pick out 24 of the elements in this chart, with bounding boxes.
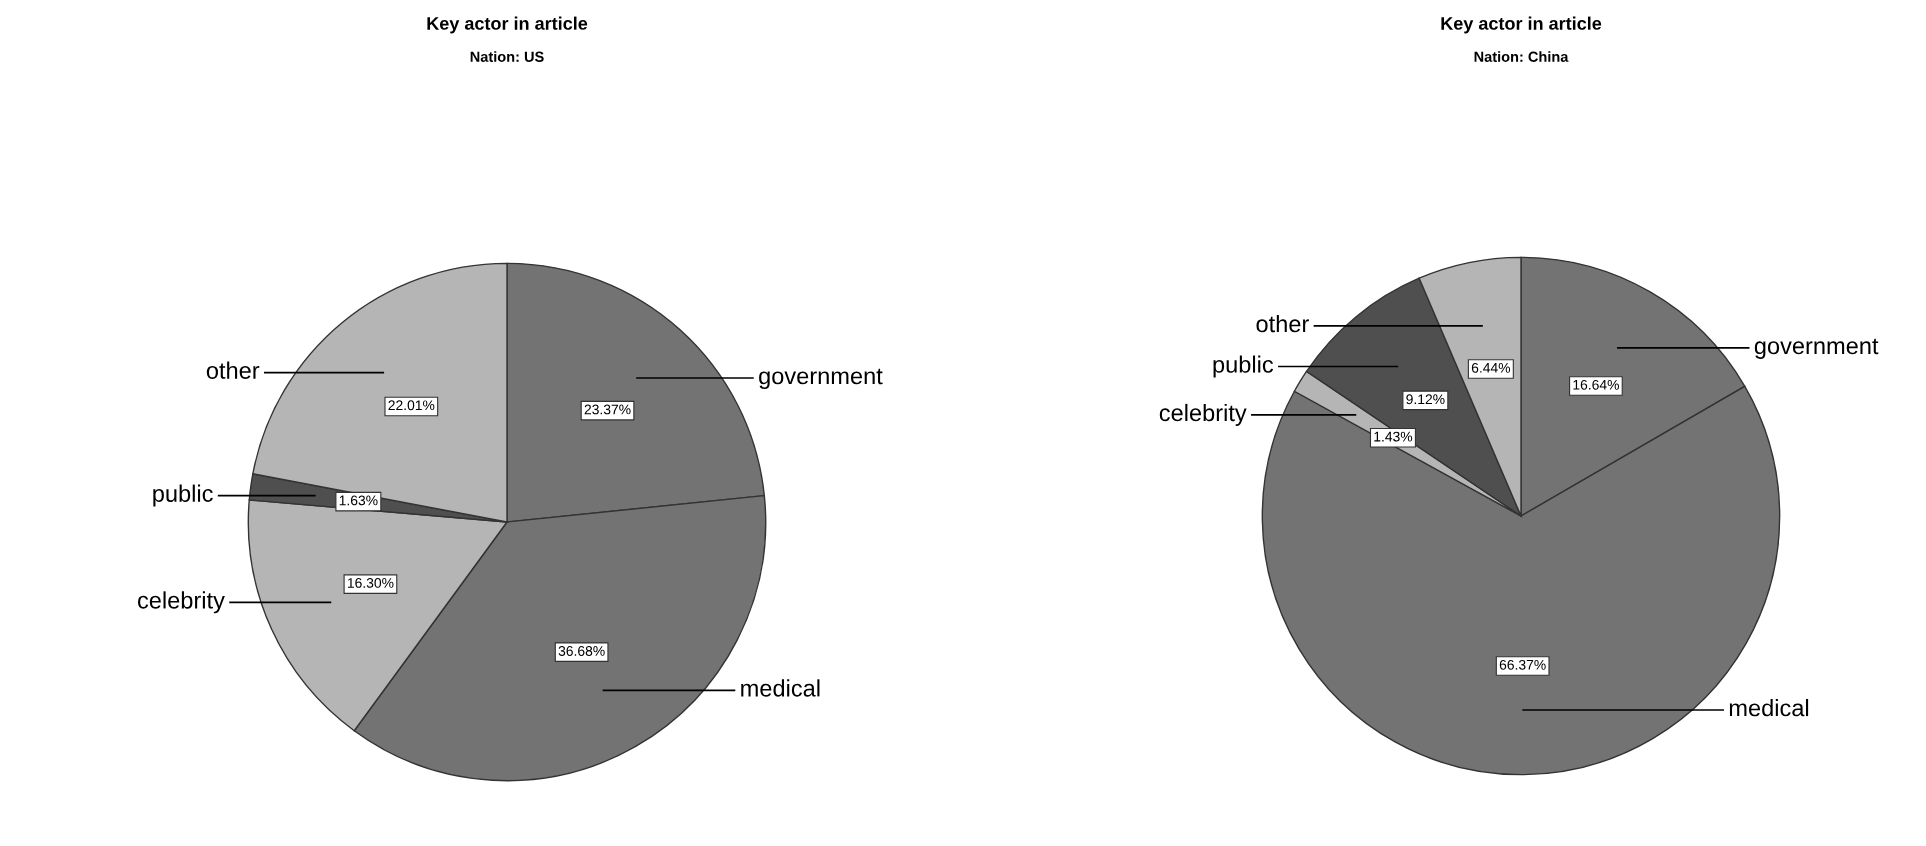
- data-label: 1.63%: [339, 495, 378, 506]
- slice-label: medical: [1729, 698, 1809, 717]
- data-label: 16.64%: [1573, 379, 1619, 390]
- data-label: 6.44%: [1471, 362, 1511, 373]
- slice-label: government: [1754, 338, 1879, 359]
- data-label: 16.30%: [347, 578, 394, 588]
- chart-title: Key actor in article: [1441, 16, 1602, 34]
- data-label: 1.43%: [1374, 431, 1413, 442]
- data-label: 22.01%: [388, 400, 435, 411]
- slice-label: government: [759, 368, 883, 389]
- data-label: 66.37%: [1499, 659, 1546, 670]
- slice-label: celebrity: [137, 591, 225, 614]
- data-label: 23.37%: [584, 404, 631, 415]
- data-label: 9.12%: [1406, 394, 1445, 405]
- slice-label: public: [153, 484, 213, 507]
- chart-title: Key actor in article: [427, 16, 588, 34]
- slice-label: celebrity: [1159, 403, 1247, 426]
- chart-subtitle: Nation: US: [470, 51, 544, 62]
- chart-subtitle: Nation: China: [1474, 51, 1569, 62]
- slice-label: public: [1213, 355, 1274, 378]
- slice-label: medical: [741, 679, 820, 697]
- slice-label: other: [206, 361, 260, 379]
- data-label: 36.68%: [558, 646, 605, 656]
- slice-label: other: [1256, 314, 1309, 333]
